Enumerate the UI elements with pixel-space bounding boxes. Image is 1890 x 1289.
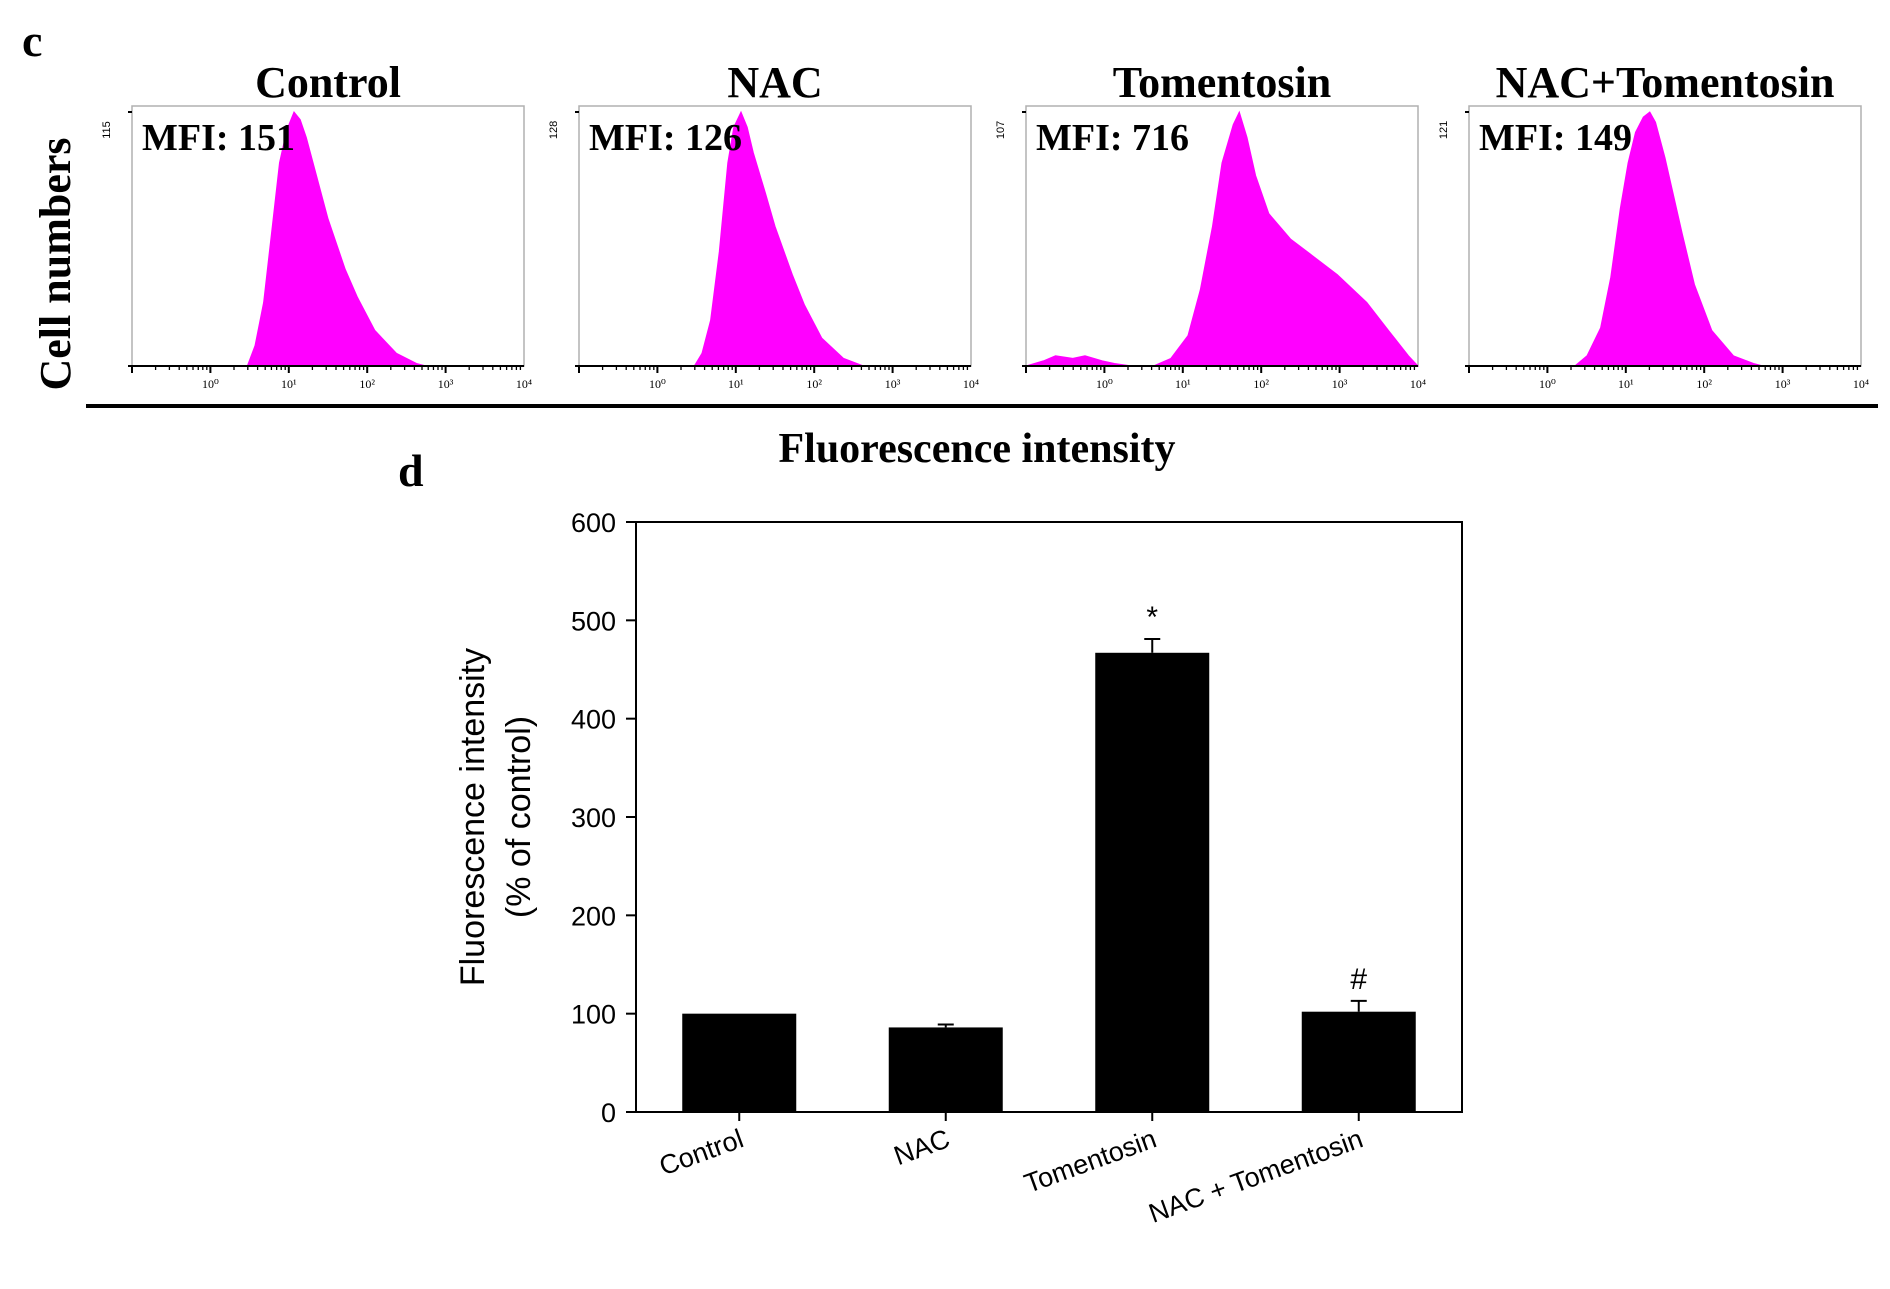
histogram-mfi-label: MFI: 149: [1479, 117, 1632, 159]
histogram-tick-label: 10⁰: [649, 377, 666, 391]
histogram-tick-label: 10²: [1696, 377, 1712, 391]
bar-category-label: NAC: [890, 1123, 954, 1171]
histogram-tick-label: 10⁰: [1539, 377, 1556, 391]
histogram-tick-label: 10⁰: [202, 377, 219, 391]
histogram-mfi-label: MFI: 126: [589, 117, 742, 159]
bar-y-tick-label: 300: [571, 803, 616, 833]
bar: [1301, 1011, 1416, 1112]
histogram-panel: Tomentosin 107 10⁰ 10¹ 10² 10³ 10⁴ MFI: 716: [995, 58, 1426, 391]
histogram-title: NAC: [727, 58, 822, 107]
bar-y-tick-label: 0: [601, 1098, 616, 1128]
histogram-y-max-label: 128: [548, 121, 560, 139]
histogram-title: Tomentosin: [1113, 58, 1331, 107]
histogram-tick-label: 10¹: [728, 377, 744, 391]
bar-category-label: Control: [655, 1123, 747, 1181]
bar-y-axis: 0 100 200 300 400 500 600: [571, 508, 636, 1128]
histogram-tick-label: 10³: [1775, 377, 1791, 391]
histogram-tick-label: 10⁴: [1853, 377, 1869, 391]
bar-y-tick-label: 100: [571, 1000, 616, 1030]
histogram-area: [693, 110, 864, 367]
histogram-tick-label: 10³: [438, 377, 454, 391]
histogram-y-max-label: 115: [101, 121, 113, 139]
panel-c-x-axis-label: Fluorescence intensity: [779, 426, 1176, 472]
histogram-tick-label: 10¹: [1618, 377, 1634, 391]
bar-y-tick-label: 500: [571, 606, 616, 636]
histogram-panels: Control 115 10⁰ 10¹ 10² 10³ 10⁴ MFI: 151 NAC 128 1…: [101, 58, 1869, 391]
bar-category-label: NAC + Tomentosin: [1145, 1123, 1367, 1228]
histogram-tick-label: 10⁰: [1096, 377, 1113, 391]
bar: [1095, 652, 1210, 1112]
histogram-tick-label: 10³: [1332, 377, 1348, 391]
histogram-y-max-label: 107: [995, 121, 1007, 139]
bar: [888, 1027, 1003, 1112]
histogram-mfi-label: MFI: 716: [1036, 117, 1189, 159]
bar-y-tick-label: 200: [571, 901, 616, 931]
histogram-tick-label: 10³: [885, 377, 901, 391]
histogram-panel: NAC+Tomentosin 121 10⁰ 10¹ 10² 10³ 10⁴ MFI: 149: [1438, 58, 1869, 391]
bar-y-axis-label-line1: Fluorescence intensity: [454, 648, 492, 986]
histogram-title: NAC+Tomentosin: [1496, 58, 1835, 107]
bar-category-label: Tomentosin: [1020, 1123, 1160, 1198]
histogram-panel: Control 115 10⁰ 10¹ 10² 10³ 10⁴ MFI: 151: [101, 58, 532, 391]
bar: [682, 1013, 797, 1112]
panel-c-y-axis-label: Cell numbers: [31, 138, 80, 391]
histogram-tick-label: 10²: [1253, 377, 1269, 391]
panel-c-label: c: [22, 15, 42, 66]
histogram-area: [246, 111, 427, 367]
histogram-y-max-label: 121: [1438, 121, 1450, 139]
panel-d-label: d: [398, 445, 424, 496]
histogram-area: [1573, 111, 1764, 367]
histogram-mfi-label: MFI: 151: [142, 117, 295, 159]
bar-significance-marker: #: [1350, 963, 1367, 996]
bar-y-axis-label-line2: (% of control): [500, 716, 538, 918]
histogram-tick-label: 10¹: [1175, 377, 1191, 391]
histogram-tick-label: 10²: [359, 377, 375, 391]
histogram-tick-label: 10⁴: [516, 377, 532, 391]
histogram-tick-label: 10²: [806, 377, 822, 391]
histogram-tick-label: 10¹: [281, 377, 297, 391]
histogram-panel: NAC 128 10⁰ 10¹ 10² 10³ 10⁴ MFI: 126: [548, 58, 979, 391]
histogram-tick-label: 10⁴: [963, 377, 979, 391]
histogram-tick-label: 10⁴: [1410, 377, 1426, 391]
bar-y-tick-label: 400: [571, 705, 616, 735]
bar-series: *#: [682, 601, 1416, 1112]
bar-significance-marker: *: [1146, 601, 1158, 634]
histogram-title: Control: [255, 58, 401, 107]
bar-y-tick-label: 600: [571, 508, 616, 538]
histogram-area: [1025, 110, 1420, 367]
